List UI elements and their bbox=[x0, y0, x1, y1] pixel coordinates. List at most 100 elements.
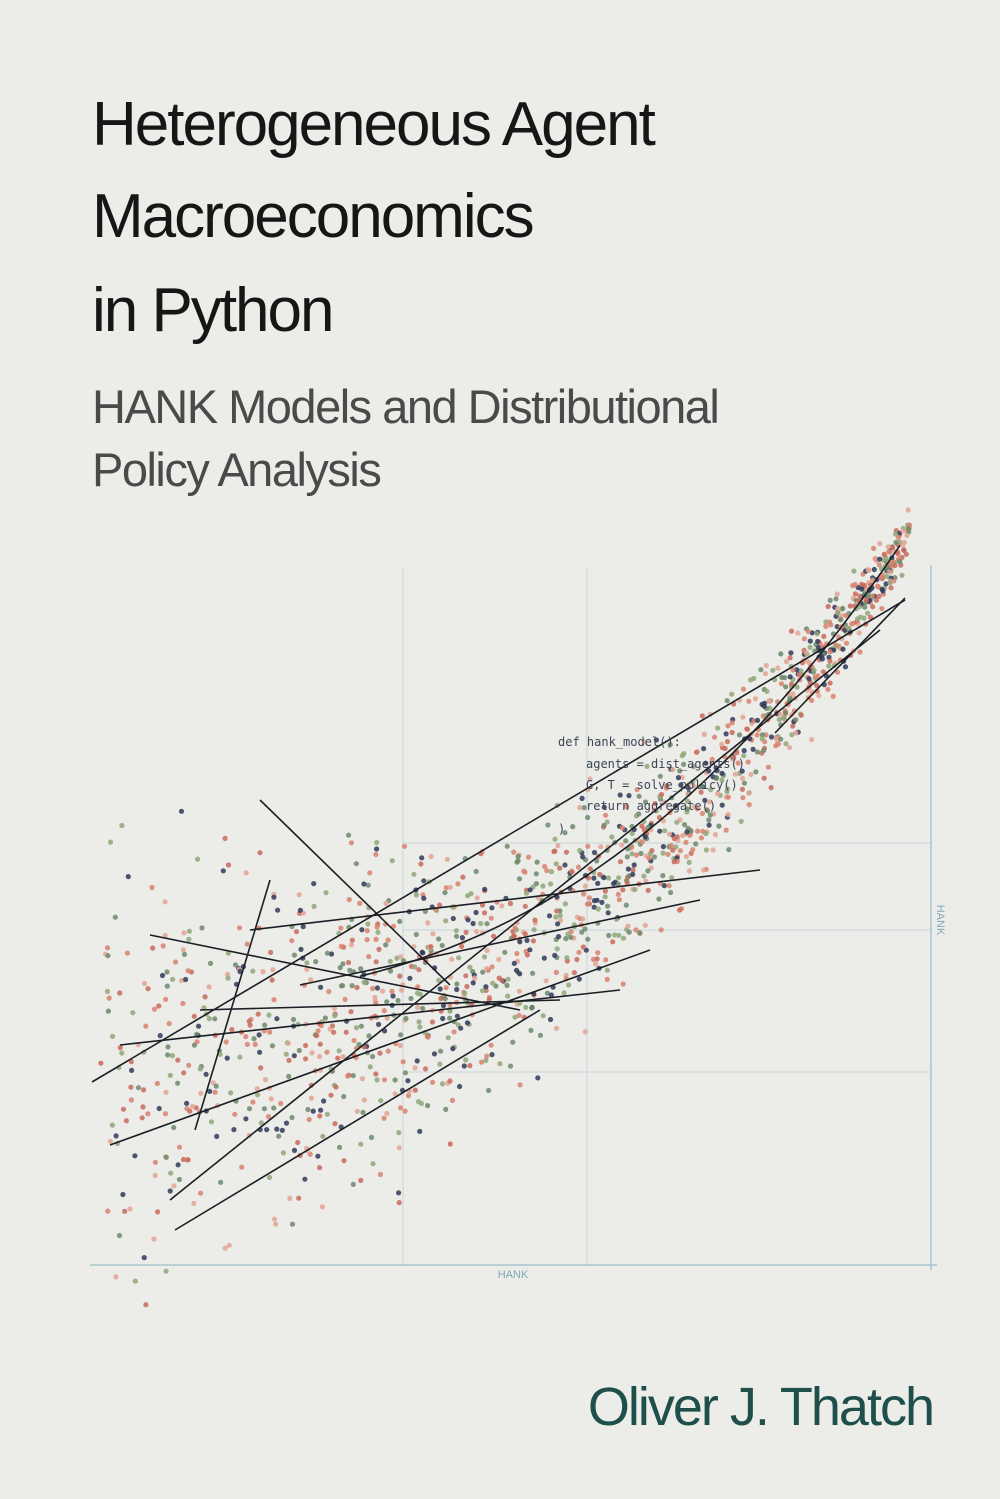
dot bbox=[186, 1062, 192, 1068]
dot bbox=[351, 1037, 357, 1044]
dot bbox=[361, 1097, 367, 1103]
dot bbox=[641, 739, 648, 745]
dot bbox=[377, 1171, 383, 1178]
dot bbox=[287, 1195, 293, 1201]
dot bbox=[260, 969, 266, 975]
dot bbox=[175, 1057, 181, 1063]
dot bbox=[553, 969, 560, 976]
dot bbox=[336, 1144, 343, 1150]
dot bbox=[673, 844, 679, 850]
dot bbox=[706, 768, 712, 774]
dot bbox=[649, 848, 655, 854]
dot bbox=[577, 804, 583, 811]
dot bbox=[809, 630, 815, 636]
dot bbox=[624, 804, 630, 810]
dot bbox=[602, 894, 608, 900]
dot bbox=[830, 693, 836, 700]
dot bbox=[794, 667, 800, 673]
dot bbox=[582, 926, 588, 932]
dot bbox=[863, 597, 870, 603]
dot bbox=[778, 681, 785, 687]
dot bbox=[505, 976, 511, 982]
dot bbox=[212, 1089, 218, 1095]
dot bbox=[826, 619, 833, 625]
dot bbox=[616, 897, 623, 903]
dot bbox=[308, 977, 314, 983]
dot bbox=[331, 1029, 337, 1035]
dot bbox=[430, 931, 436, 937]
dot bbox=[247, 1022, 253, 1028]
dot bbox=[754, 717, 761, 724]
dot bbox=[557, 912, 563, 919]
dot bbox=[324, 950, 330, 956]
dot bbox=[206, 1016, 212, 1022]
dot bbox=[605, 910, 611, 916]
dot bbox=[686, 868, 693, 874]
dot bbox=[904, 532, 910, 539]
dot bbox=[436, 977, 442, 984]
dot bbox=[899, 572, 905, 578]
dot bbox=[289, 1221, 296, 1227]
dot bbox=[185, 968, 191, 974]
dot bbox=[852, 582, 858, 588]
dot bbox=[724, 698, 730, 704]
dot bbox=[291, 952, 297, 958]
dot bbox=[901, 539, 907, 546]
dot bbox=[521, 868, 527, 874]
dot bbox=[857, 593, 863, 599]
dot bbox=[533, 871, 539, 877]
dot bbox=[872, 555, 878, 562]
dot bbox=[865, 567, 872, 573]
dot bbox=[381, 1077, 388, 1083]
dot bbox=[883, 581, 889, 587]
dot bbox=[703, 830, 709, 837]
dot bbox=[213, 1083, 219, 1089]
dot bbox=[368, 1134, 375, 1140]
dot bbox=[574, 956, 580, 963]
dot bbox=[599, 899, 605, 906]
dot bbox=[793, 717, 799, 723]
dot bbox=[422, 1066, 429, 1072]
dot bbox=[876, 593, 882, 600]
dot bbox=[462, 990, 468, 996]
dot bbox=[116, 1232, 123, 1239]
dot bbox=[354, 1108, 360, 1114]
dot bbox=[840, 605, 846, 611]
dot bbox=[289, 1114, 295, 1121]
dot bbox=[145, 986, 151, 992]
dot bbox=[803, 650, 809, 656]
dot bbox=[345, 1073, 351, 1079]
dot bbox=[367, 1064, 373, 1070]
dot bbox=[405, 1093, 412, 1099]
dot bbox=[459, 935, 465, 941]
dot bbox=[762, 671, 769, 677]
dot bbox=[706, 817, 712, 823]
dot bbox=[365, 921, 371, 927]
dot bbox=[761, 703, 767, 709]
dot bbox=[790, 723, 796, 729]
dot bbox=[741, 748, 747, 754]
dot bbox=[358, 1141, 364, 1147]
dot bbox=[107, 1138, 113, 1144]
dot bbox=[117, 1045, 123, 1051]
dot bbox=[504, 843, 510, 849]
dot bbox=[665, 851, 671, 858]
dot bbox=[636, 793, 642, 799]
dot bbox=[105, 953, 111, 959]
dot bbox=[748, 677, 754, 683]
dot bbox=[905, 507, 911, 513]
dot bbox=[375, 929, 381, 936]
dot bbox=[528, 1027, 534, 1033]
dot bbox=[402, 1070, 408, 1076]
dot bbox=[140, 1104, 146, 1110]
dot bbox=[309, 1050, 315, 1056]
trend-line bbox=[91, 599, 906, 1083]
dot bbox=[222, 1245, 228, 1251]
dot bbox=[876, 562, 883, 568]
dot bbox=[206, 984, 212, 990]
dot bbox=[447, 1078, 453, 1084]
dot bbox=[584, 901, 591, 907]
dot bbox=[104, 945, 111, 951]
dot bbox=[581, 805, 587, 811]
policy-curve bbox=[359, 544, 901, 978]
